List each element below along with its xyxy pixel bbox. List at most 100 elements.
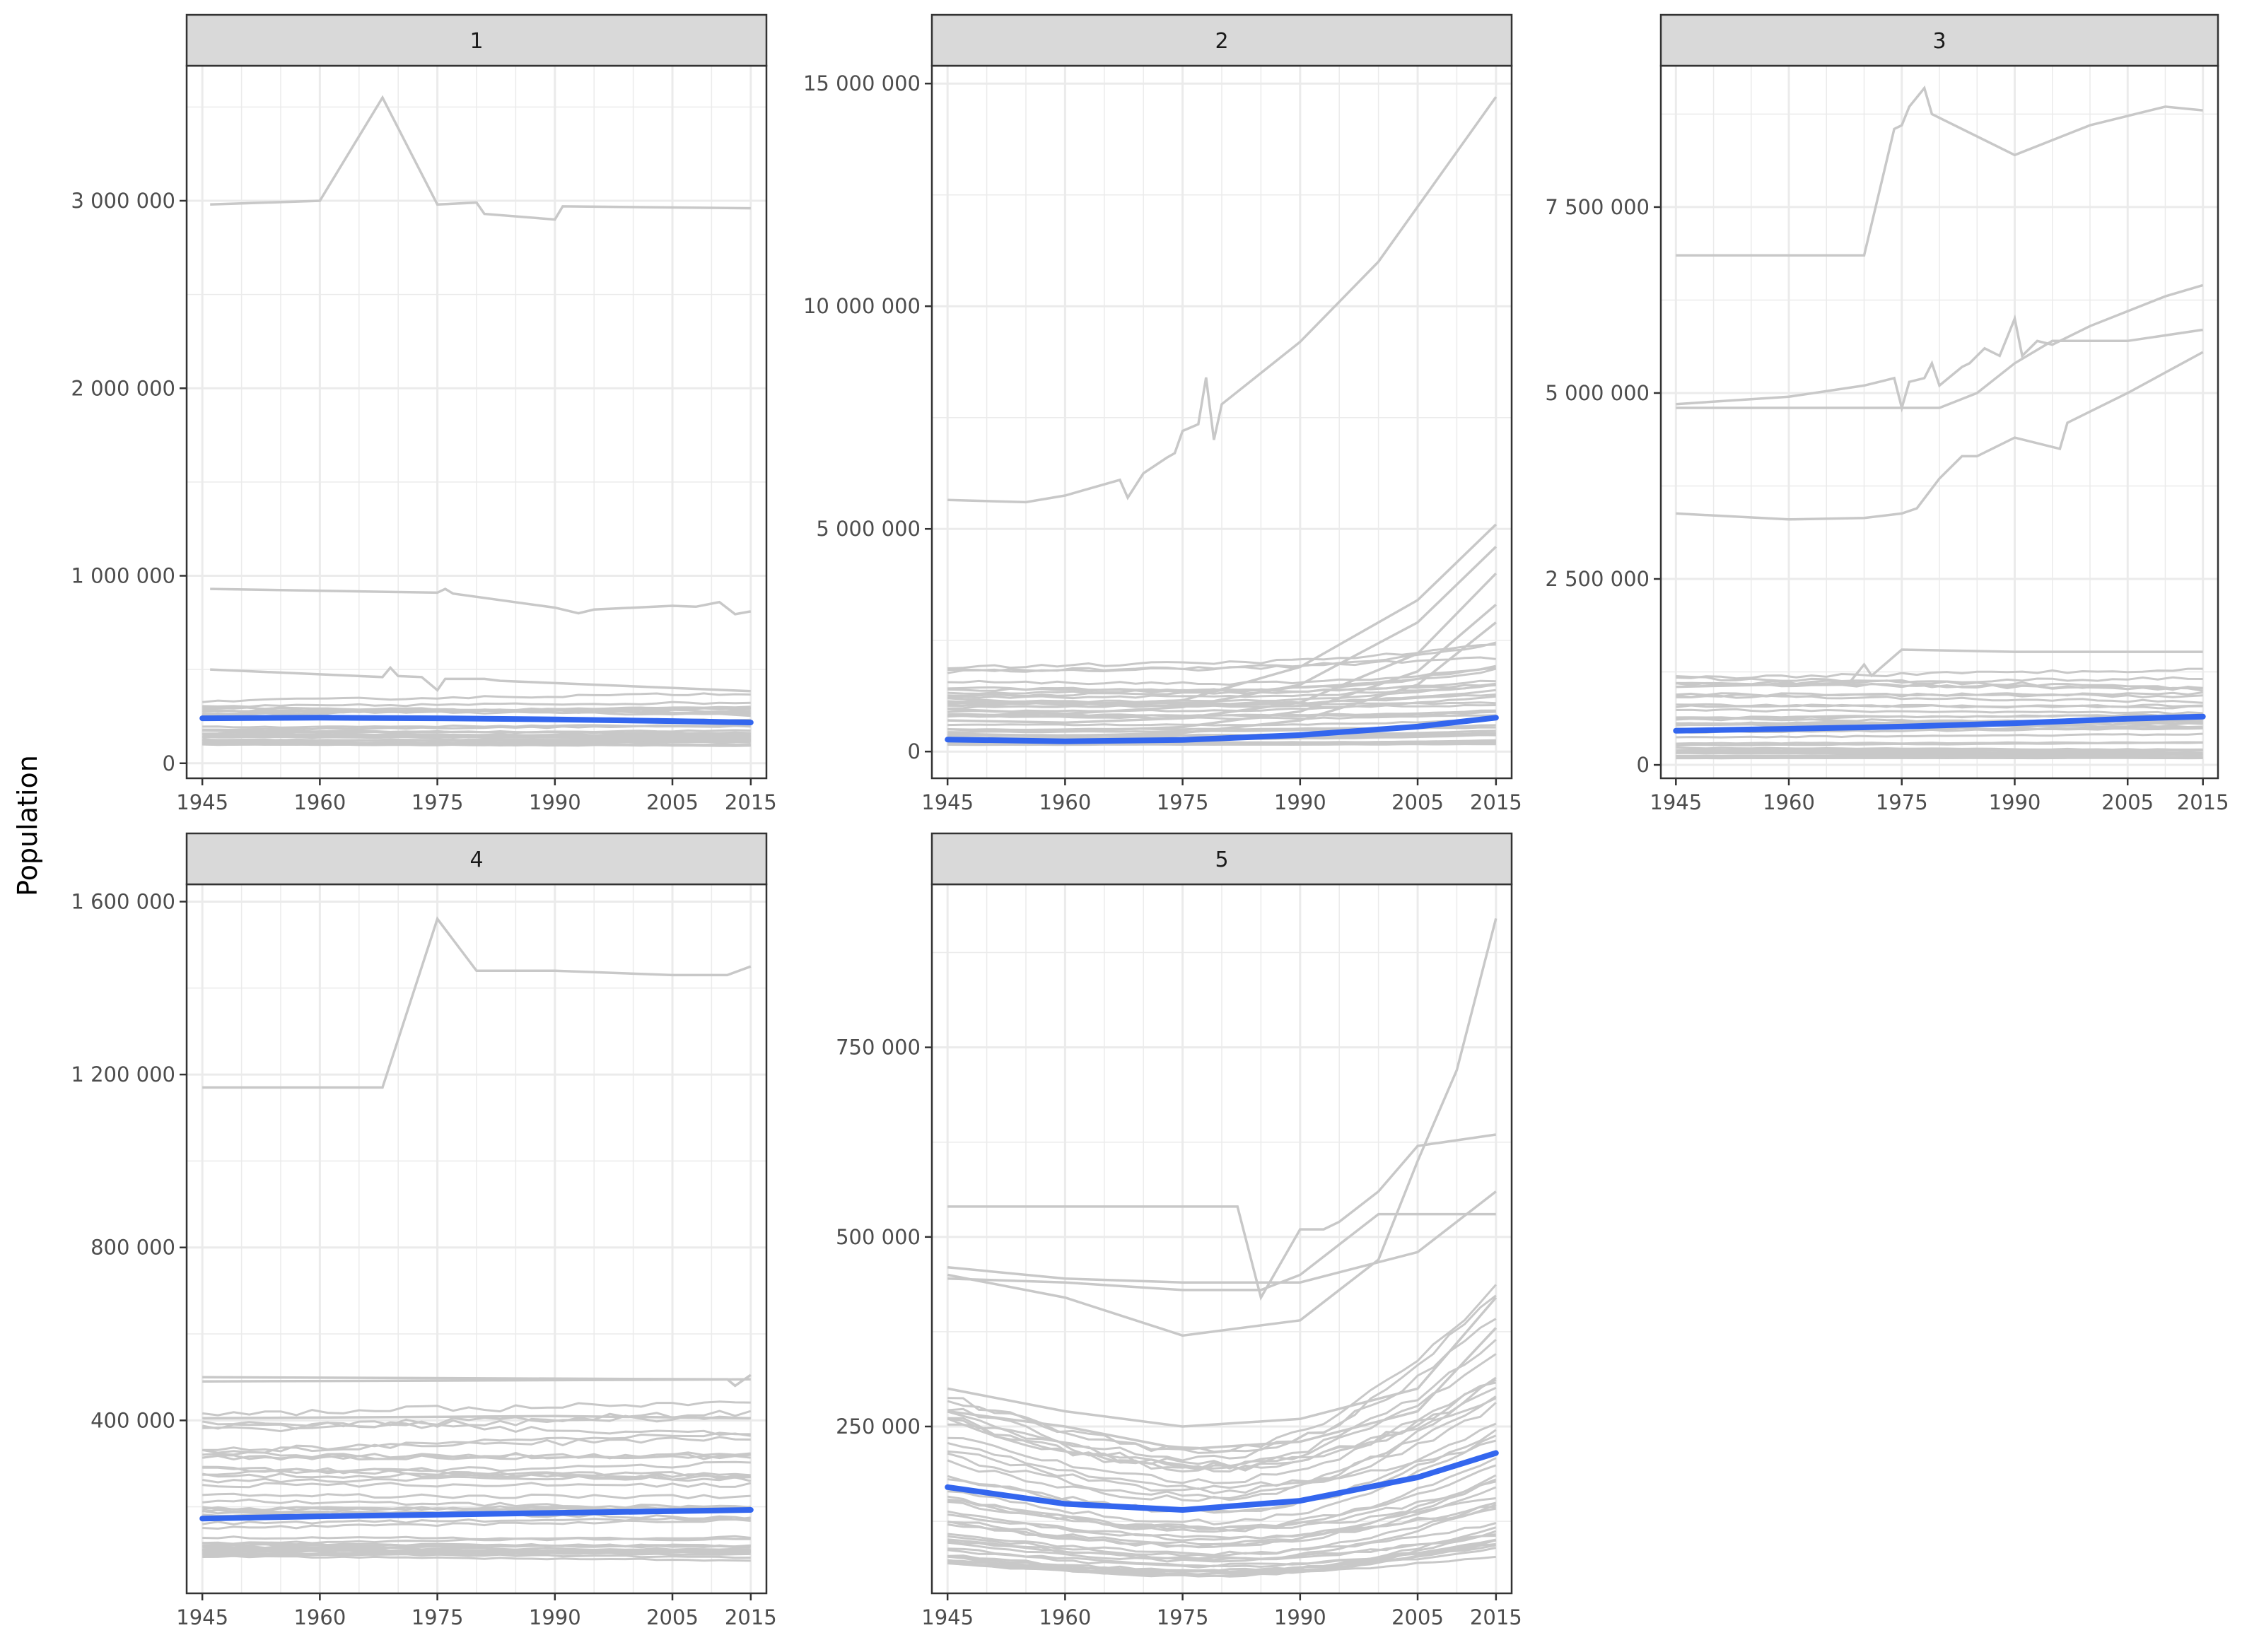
series-line: [947, 1327, 1498, 1451]
facet-strip-label: 5: [1215, 848, 1228, 872]
series-line: [947, 1353, 1497, 1470]
series-line: [202, 1470, 751, 1479]
y-tick-label: 15 000 000: [803, 71, 921, 95]
series-line: [947, 1133, 1497, 1301]
series-line: [1676, 676, 2203, 686]
y-tick-label: 500 000: [836, 1225, 921, 1249]
x-tick-label: 2015: [1470, 1605, 1522, 1629]
series-line: [947, 1296, 1498, 1428]
series-line: [210, 95, 751, 221]
series-line: [947, 1480, 1497, 1530]
series-line: [947, 1507, 1497, 1542]
series-line: [1676, 675, 2203, 690]
background-series: [202, 692, 751, 747]
series-line: [202, 1414, 751, 1433]
series-line: [202, 725, 751, 731]
x-tick-label: 2005: [1391, 1605, 1444, 1629]
series-line: [947, 1190, 1497, 1284]
x-tick-label: 1990: [1274, 790, 1326, 814]
series-line: [947, 96, 1498, 504]
series-line: [947, 1501, 1497, 1558]
series-line: [1676, 692, 2203, 698]
series-line: [202, 1482, 752, 1489]
x-tick-label: 1975: [411, 1605, 464, 1629]
series-line: [202, 1431, 751, 1454]
x-tick-label: 1945: [1650, 790, 1702, 814]
series-line: [202, 1518, 751, 1530]
series-line: [202, 1466, 752, 1482]
facet-panel-5: 5 250 000 500 000 750 000 1945 1960 1975 1990 20…: [836, 832, 1522, 1629]
outlier-series: [202, 916, 752, 1420]
series-line: [1676, 749, 2203, 752]
panel-grid: [1661, 66, 2218, 778]
series-line: [202, 1414, 751, 1420]
series-line: [947, 918, 1498, 1337]
x-tick-label: 1990: [529, 1605, 581, 1629]
series-line: [1676, 283, 2204, 413]
x-tick-label: 2015: [1470, 790, 1522, 814]
series-line: [947, 1402, 1497, 1500]
series-line: [202, 1516, 751, 1525]
trend-line: [945, 1450, 1499, 1513]
series-line: [947, 714, 1496, 720]
series-line: [202, 1378, 751, 1383]
facet-strip: [185, 13, 768, 67]
facet-strip-label: 1: [469, 29, 483, 54]
y-tick-label: 5 000 000: [1545, 381, 1650, 405]
y-tick-label: 10 000 000: [803, 294, 921, 318]
series-line: [947, 621, 1497, 737]
series-line: [947, 1429, 1497, 1513]
series-line: [947, 1294, 1497, 1462]
y-tick-label: 750 000: [836, 1036, 921, 1060]
series-line: [202, 738, 751, 742]
y-tick-label: 1 600 000: [71, 889, 175, 913]
trend-line: [1673, 713, 2206, 734]
x-tick-label: 1975: [1876, 790, 1928, 814]
series-line: [202, 916, 752, 1089]
series-line: [947, 572, 1498, 725]
series-line: [947, 1504, 1497, 1563]
series-line: [1676, 85, 2203, 257]
x-tick-label: 2005: [646, 790, 699, 814]
outlier-series: [210, 95, 752, 693]
trend-line: [945, 715, 1499, 744]
series-line: [1676, 328, 2203, 409]
series-line: [947, 643, 1496, 669]
x-tick-label: 1960: [293, 1605, 346, 1629]
trend-line: [199, 1507, 754, 1522]
x-tick-label: 1960: [1039, 1605, 1091, 1629]
series-line: [947, 1526, 1497, 1576]
series-line: [947, 741, 1496, 746]
series-line: [202, 708, 751, 713]
series-line: [947, 1535, 1496, 1560]
series-line: [202, 735, 751, 739]
series-line: [202, 1451, 751, 1461]
series-line: [202, 1498, 752, 1511]
series-line: [947, 1422, 1497, 1514]
series-line: [947, 718, 1496, 727]
series-line: [202, 692, 751, 703]
facet-strip: [930, 13, 1513, 67]
series-line: [947, 1530, 1497, 1578]
x-tick-label: 1975: [1157, 1605, 1209, 1629]
facet-strip: [930, 832, 1513, 886]
y-tick-label: 3 000 000: [71, 189, 175, 213]
trend-line: [199, 715, 754, 725]
series-line: [947, 710, 1496, 717]
outlier-series: [1676, 85, 2204, 689]
x-tick-label: 2015: [725, 1605, 777, 1629]
x-tick-label: 1945: [176, 790, 228, 814]
y-tick-label: 2 500 000: [1545, 567, 1650, 591]
y-tick-label: 1 200 000: [71, 1062, 175, 1086]
series-line: [202, 1492, 751, 1500]
x-tick-label: 2015: [2177, 790, 2229, 814]
series-line: [1676, 741, 2203, 745]
series-line: [947, 1318, 1497, 1453]
x-tick-label: 1975: [1157, 790, 1209, 814]
series-line: [202, 1545, 751, 1550]
series-line: [202, 1400, 751, 1417]
series-line: [947, 689, 1496, 710]
series-line: [202, 743, 751, 747]
x-tick-label: 2005: [2101, 790, 2154, 814]
